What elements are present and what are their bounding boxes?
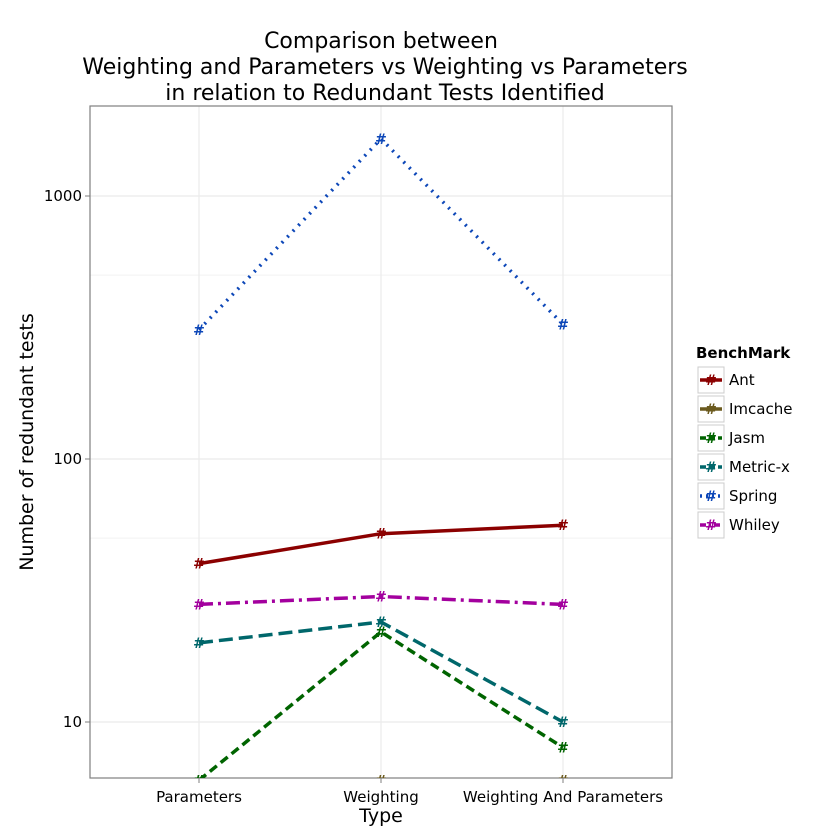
data-point-ant: # [375, 527, 387, 543]
data-point-whiley: # [557, 597, 569, 613]
legend-label-spring: Spring [729, 487, 777, 505]
gridlines [90, 106, 672, 778]
data-point-spring: # [557, 317, 569, 333]
data-point-whiley: # [375, 590, 387, 606]
data-point-whiley: # [193, 597, 205, 613]
data-point-imcache: # [375, 773, 387, 789]
x-axis: Parameters Weighting Weighting And Paramet… [156, 778, 663, 806]
y-tick-label: 100 [53, 450, 82, 468]
legend-marker-whiley: # [705, 518, 717, 534]
legend-marker-ant: # [705, 373, 717, 389]
data-point-imcache: # [557, 773, 569, 789]
data-point-metric-x: # [375, 615, 387, 631]
legend: BenchMark # Ant # Imcache # Jasm # Metric-x # Spr… [696, 344, 792, 539]
legend-label-whiley: Whiley [729, 516, 780, 534]
data-point-jasm: # [375, 625, 387, 641]
data-point-imcache: # [193, 773, 205, 789]
series-line-metric-x [198, 620, 564, 724]
data-point-metric-x: # [193, 636, 205, 652]
y-axis-label: Number of redundant tests [16, 313, 38, 571]
x-axis-label: Type [358, 805, 403, 827]
legend-marker-jasm: # [705, 431, 717, 447]
legend-label-jasm: Jasm [728, 429, 765, 447]
chart-title-line-3: in relation to Redundant Tests Identifie… [165, 81, 604, 106]
y-tick-label: 10 [63, 713, 82, 731]
legend-marker-metric-x: # [705, 460, 717, 476]
legend-label-metric-x: Metric-x [729, 458, 790, 476]
y-tick-label: 1000 [44, 187, 82, 205]
y-axis: 10 100 1000 [44, 187, 90, 731]
data-point-jasm: # [193, 773, 205, 789]
series-line-ant [198, 523, 564, 566]
data-point-jasm: # [557, 740, 569, 756]
data-point-ant: # [557, 518, 569, 534]
data-point-spring: # [375, 132, 387, 148]
data-point-ant: # [193, 557, 205, 573]
series-layer: ################## [193, 132, 569, 789]
x-tick-label: Parameters [156, 788, 242, 806]
x-tick-label: Weighting [343, 788, 418, 806]
series-line-jasm [199, 630, 564, 778]
data-point-spring: # [193, 323, 205, 339]
legend-label-ant: Ant [729, 371, 755, 389]
x-tick-label: Weighting And Parameters [463, 788, 663, 806]
legend-label-imcache: Imcache [729, 400, 792, 418]
legend-title: BenchMark [696, 344, 791, 362]
legend-marker-imcache: # [705, 402, 717, 418]
data-point-metric-x: # [557, 715, 569, 731]
series-line-whiley [198, 594, 564, 607]
chart-title-line-2: Weighting and Parameters vs Weighting vs… [82, 55, 687, 80]
chart-title-line-1: Comparison between [264, 29, 498, 54]
legend-marker-spring: # [705, 489, 717, 505]
